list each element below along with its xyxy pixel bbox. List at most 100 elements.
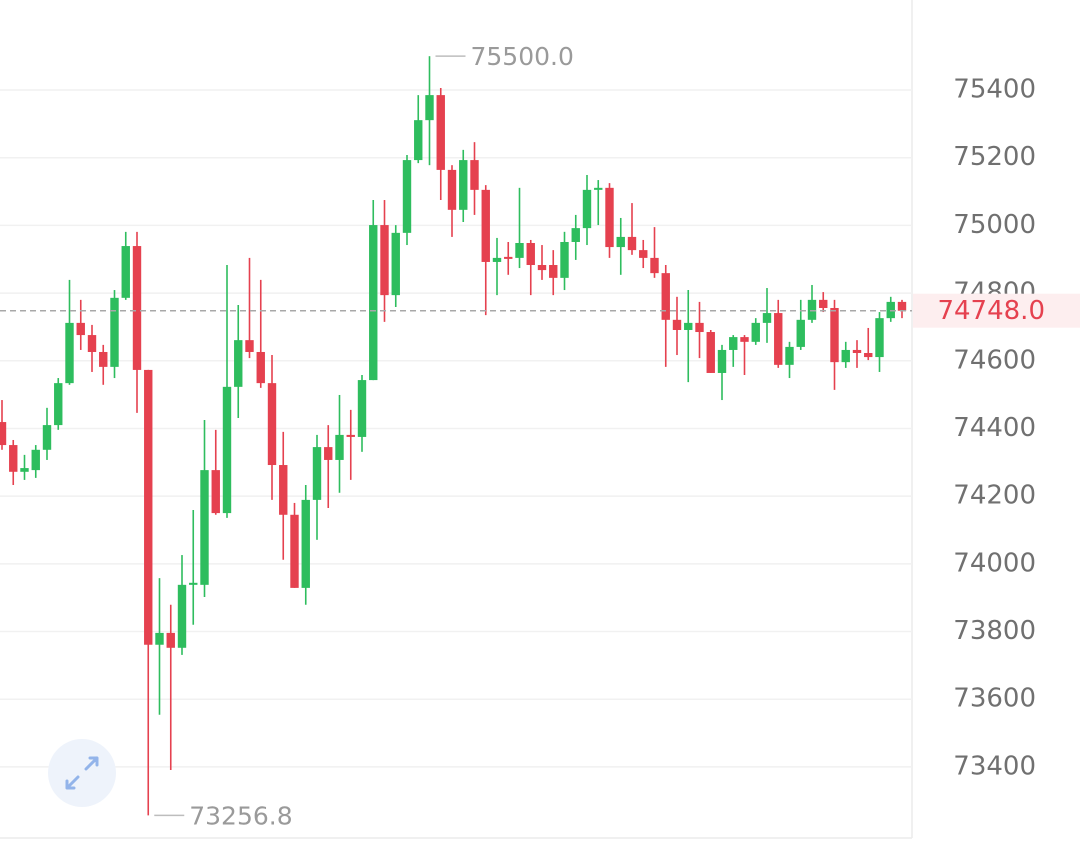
candle-body bbox=[54, 383, 63, 426]
candle-body bbox=[582, 189, 592, 229]
candle-body bbox=[312, 447, 322, 500]
candle-body bbox=[234, 340, 243, 387]
candle-body bbox=[200, 470, 209, 585]
candle-body bbox=[99, 351, 108, 367]
candle-body bbox=[301, 499, 310, 588]
candle-body bbox=[762, 313, 772, 323]
candle-body bbox=[594, 187, 603, 190]
y-tick-label: 73600 bbox=[953, 684, 1036, 714]
candle-body bbox=[177, 584, 187, 648]
last-price-label: 74748.0 bbox=[937, 296, 1045, 326]
expand-button[interactable] bbox=[48, 739, 116, 807]
y-tick-label: 74200 bbox=[953, 481, 1036, 511]
candle-body bbox=[425, 95, 434, 121]
candle-body bbox=[132, 246, 142, 370]
y-tick-label: 74400 bbox=[953, 413, 1036, 443]
candle-body bbox=[492, 257, 502, 262]
candle-body bbox=[211, 470, 220, 514]
candle-body bbox=[9, 445, 18, 472]
expand-button-bg[interactable] bbox=[48, 739, 116, 807]
candle-body bbox=[830, 307, 839, 363]
candle-body bbox=[526, 243, 535, 266]
expand-icon[interactable] bbox=[65, 756, 99, 790]
candle-body bbox=[537, 265, 547, 271]
candle-body bbox=[155, 632, 164, 645]
candle-body bbox=[549, 265, 558, 278]
candle-body bbox=[76, 322, 85, 336]
candle-body bbox=[245, 340, 254, 352]
candle-body bbox=[841, 349, 850, 363]
candle-body bbox=[470, 160, 479, 190]
candle-body bbox=[639, 250, 648, 258]
candle-body bbox=[166, 632, 175, 648]
candles bbox=[0, 56, 907, 816]
candle-body bbox=[616, 236, 625, 248]
candle-body bbox=[897, 301, 907, 311]
last-price-bg bbox=[913, 293, 1080, 328]
candle-body bbox=[256, 351, 265, 384]
candle-body bbox=[459, 160, 468, 210]
candle-body bbox=[504, 256, 513, 259]
candle-body bbox=[290, 514, 299, 588]
candle-body bbox=[864, 353, 873, 358]
y-tick-label: 73400 bbox=[953, 751, 1036, 781]
candle-body bbox=[380, 225, 389, 296]
candle-body bbox=[672, 319, 682, 330]
candle-body bbox=[717, 349, 727, 373]
candle-body bbox=[222, 386, 232, 514]
y-tick-label: 74000 bbox=[953, 548, 1036, 578]
candle-body bbox=[729, 337, 738, 350]
candle-body bbox=[189, 582, 198, 585]
candle-body bbox=[684, 322, 693, 330]
candle-body bbox=[144, 369, 153, 645]
candle-body bbox=[414, 120, 423, 161]
candle-body bbox=[357, 380, 367, 437]
candle-body bbox=[605, 187, 614, 248]
candle-body bbox=[481, 189, 490, 262]
overlay: 75500.0 73256.8 74748.0 bbox=[0, 42, 1080, 830]
candle-body bbox=[571, 228, 580, 242]
candle-body bbox=[695, 322, 704, 333]
y-tick-label: 73800 bbox=[953, 616, 1036, 646]
candle-body bbox=[20, 468, 29, 472]
y-tick-label: 75400 bbox=[953, 75, 1036, 105]
candle-body bbox=[447, 169, 457, 210]
candle-body bbox=[267, 383, 277, 466]
candle-body bbox=[87, 335, 97, 352]
candle-body bbox=[807, 299, 817, 320]
candle-body bbox=[369, 225, 378, 381]
candle-body bbox=[0, 422, 7, 446]
candle-body bbox=[796, 319, 805, 347]
candle-body bbox=[852, 349, 862, 354]
candle-body bbox=[121, 246, 130, 298]
candle-body bbox=[515, 243, 524, 258]
candle-body bbox=[560, 241, 569, 278]
candle-body bbox=[774, 313, 783, 365]
candle-body bbox=[279, 465, 288, 515]
candle-body bbox=[42, 425, 52, 450]
candle-body bbox=[661, 273, 670, 320]
candle-body bbox=[650, 257, 659, 274]
y-tick-label: 75200 bbox=[953, 142, 1036, 172]
extreme-label: 73256.8 bbox=[189, 801, 292, 830]
candle-body bbox=[402, 160, 412, 233]
y-tick-label: 75000 bbox=[953, 210, 1036, 240]
candle-body bbox=[346, 434, 355, 437]
candle-body bbox=[740, 337, 749, 342]
candle-body bbox=[324, 447, 333, 460]
extreme-label: 75500.0 bbox=[471, 42, 574, 71]
candle-body bbox=[819, 299, 828, 308]
candle-body bbox=[785, 346, 794, 365]
candle-body bbox=[31, 449, 40, 471]
candle-body bbox=[706, 332, 715, 373]
candle-body bbox=[391, 232, 400, 296]
candle-body bbox=[875, 318, 884, 358]
candle-body bbox=[65, 322, 74, 384]
grid: 7340073600738007400074200744007460074800… bbox=[0, 75, 1036, 781]
candle-body bbox=[110, 297, 119, 367]
candle-body bbox=[627, 236, 637, 251]
candle-body bbox=[436, 95, 445, 170]
candle-body bbox=[335, 434, 344, 460]
